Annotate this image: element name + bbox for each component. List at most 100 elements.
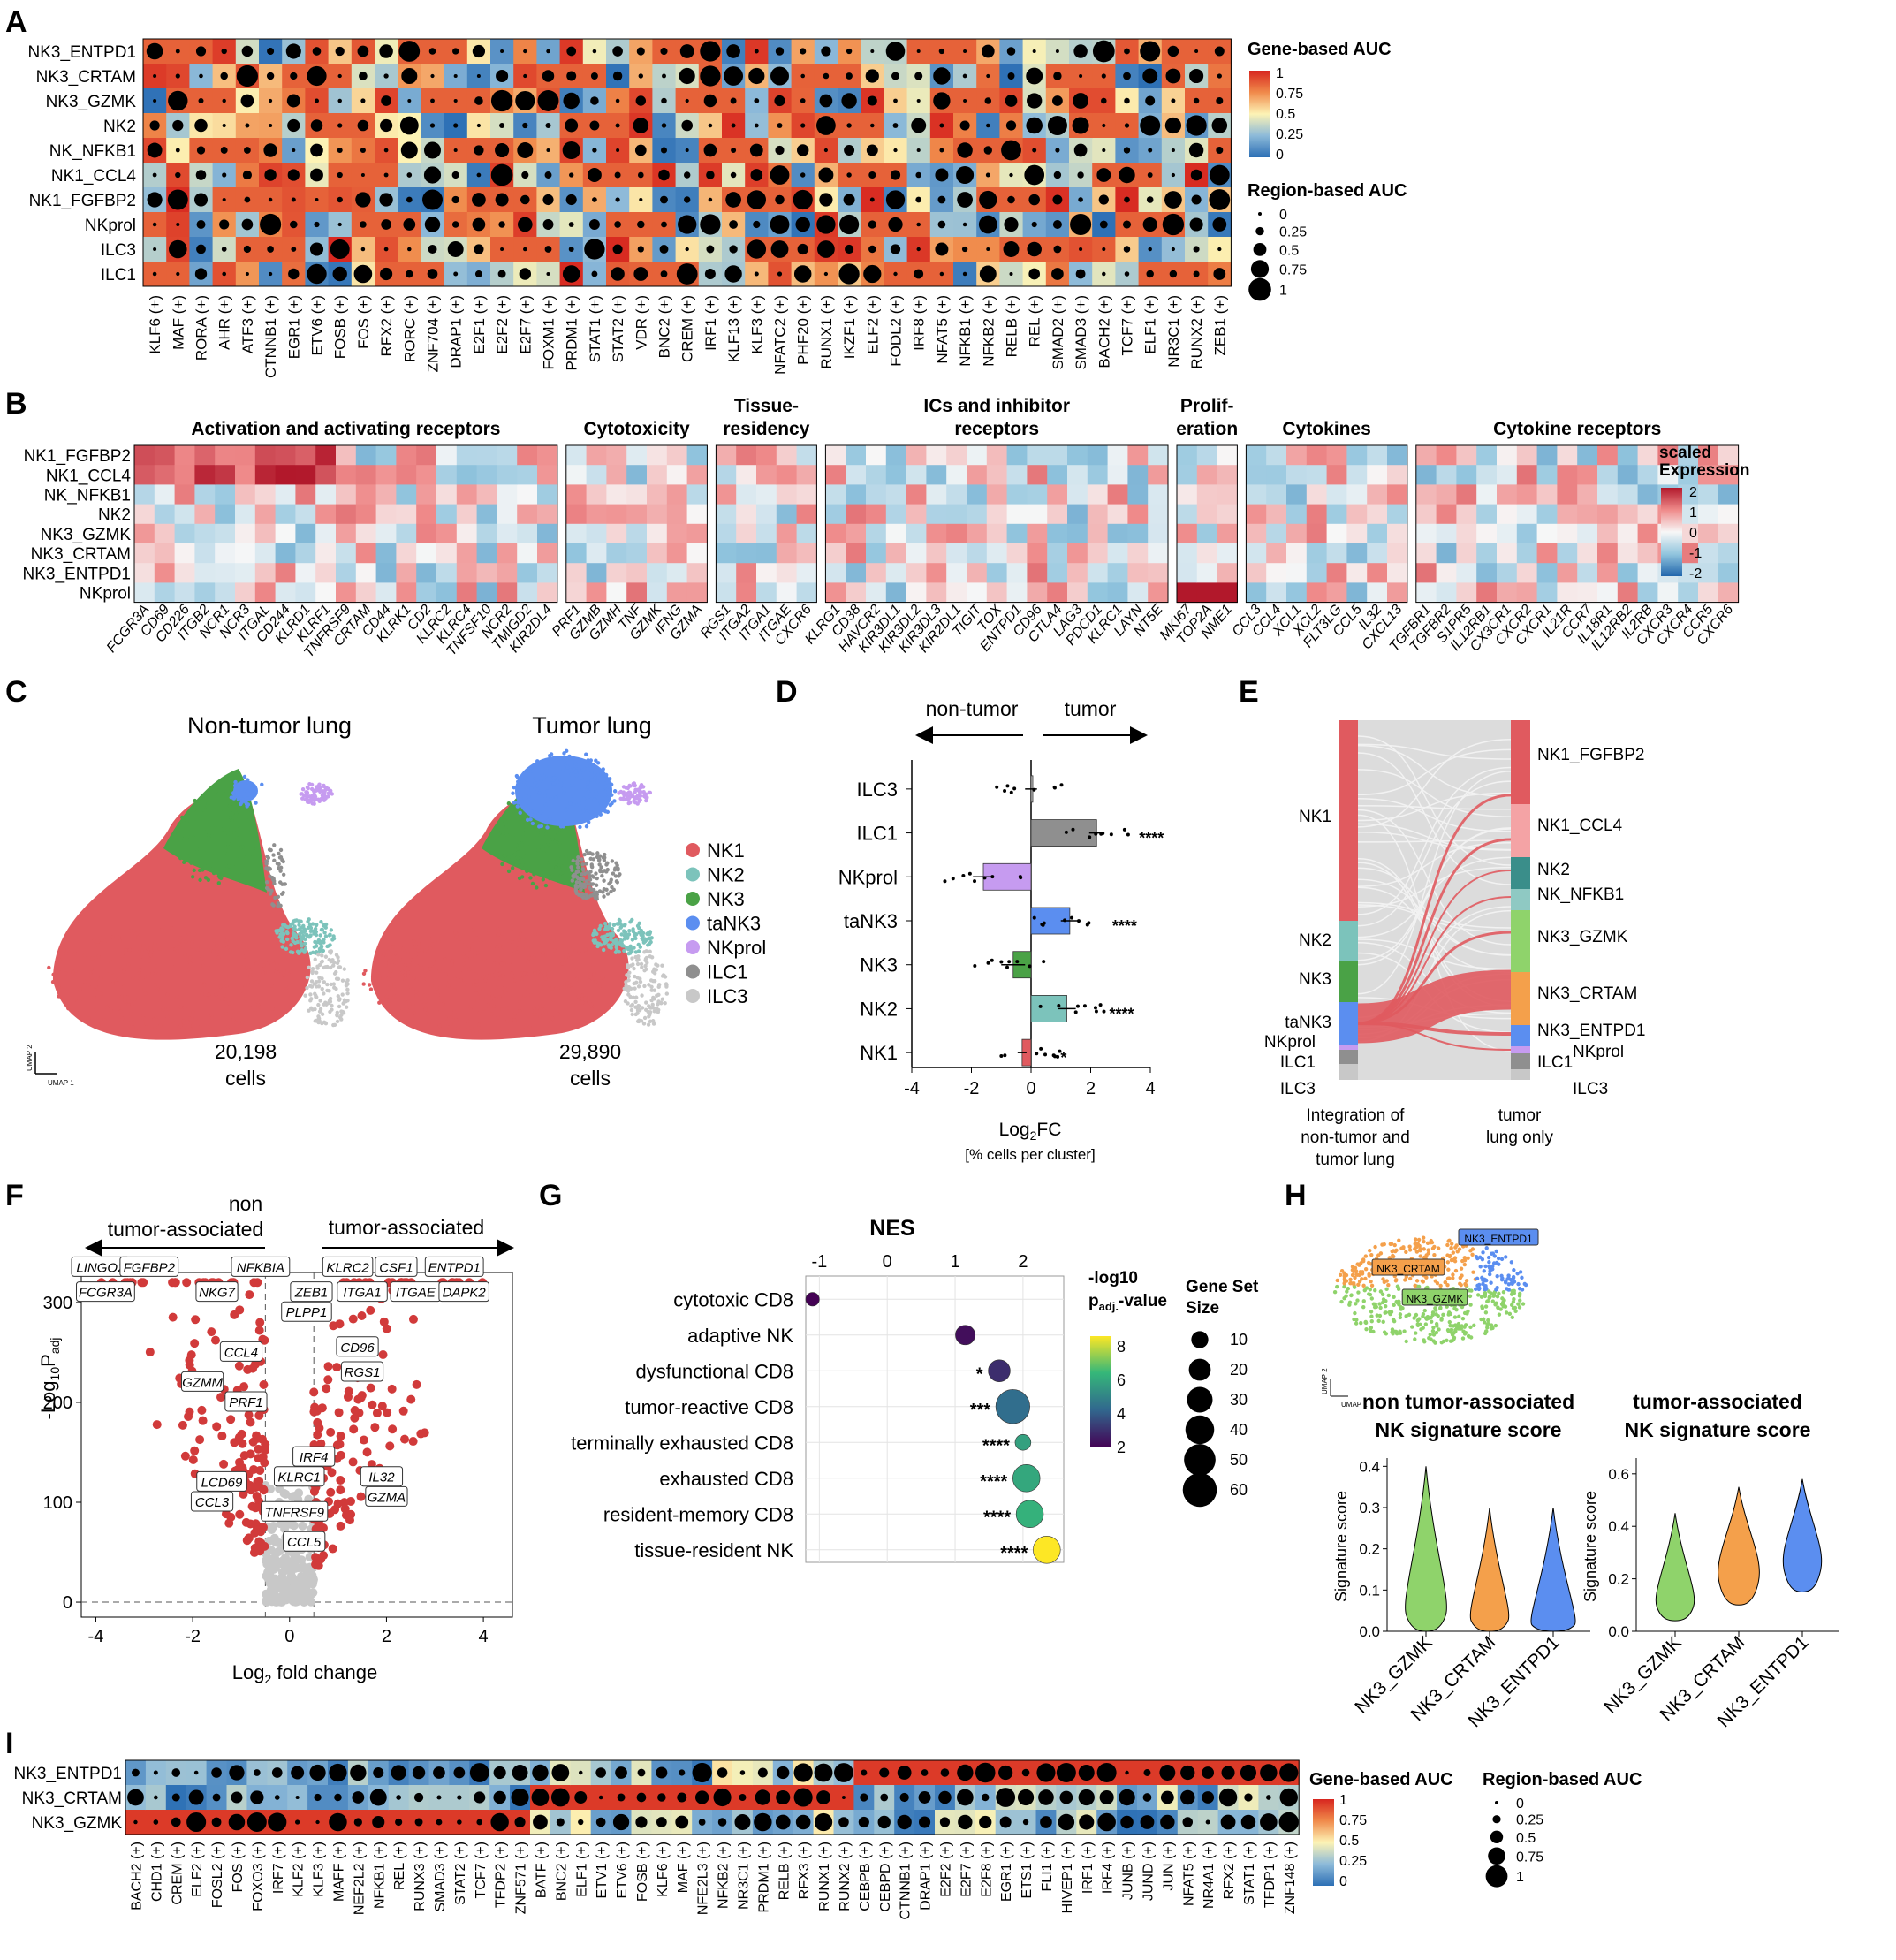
umap-cell (214, 944, 219, 948)
legend-size-dot (1191, 1331, 1209, 1348)
umap-cell (1437, 1327, 1441, 1332)
umap-cell (633, 986, 637, 991)
heatmap-cell (1286, 543, 1308, 564)
auc-dot (890, 244, 901, 254)
umap-cell (630, 938, 635, 942)
umap-cell (525, 851, 529, 856)
gene-point-sig (368, 1400, 377, 1409)
auc-dot (497, 270, 506, 278)
heatmap-cell (174, 582, 195, 604)
umap-cell (234, 827, 239, 832)
heatmap-cell (134, 563, 155, 583)
heatmap-cell (986, 582, 1008, 604)
umap-cell (597, 984, 603, 989)
category-label: cytotoxic CD8 (673, 1288, 793, 1310)
panel-b-color-bar (1661, 488, 1682, 576)
column-label: E2F7 (+) (517, 295, 534, 354)
umap-cell (278, 847, 284, 853)
umap-cell (285, 969, 290, 973)
heatmap-cell (396, 445, 417, 466)
auc-dot (353, 264, 373, 284)
umap-cell (201, 811, 205, 816)
heatmap-cell (626, 504, 648, 525)
umap-cell (247, 782, 253, 786)
auc-dot (816, 215, 836, 234)
umap-cell (488, 943, 493, 947)
umap-cell (539, 931, 543, 937)
umap-cell (249, 980, 254, 984)
umap-cell (122, 969, 126, 974)
replicate-dot (1088, 835, 1092, 839)
heatmap-cell (1346, 543, 1368, 564)
auc-dot (562, 141, 580, 160)
heatmap-cell (396, 484, 417, 505)
auc-dot (933, 67, 951, 85)
umap-cell (580, 857, 584, 862)
heatmap-cell (1006, 543, 1028, 564)
auc-dot (310, 143, 323, 157)
auc-dot (451, 221, 459, 228)
nes-dot (955, 1325, 976, 1346)
umap-cell (414, 952, 419, 957)
umap-cell (1457, 1314, 1461, 1319)
heatmap-cell (1127, 563, 1149, 583)
umap-cell (577, 951, 581, 955)
heatmap-cell (866, 543, 887, 564)
heatmap-cell (686, 543, 708, 564)
umap-cell (496, 932, 501, 937)
row-label: NK3_CRTAM (31, 545, 131, 564)
auc-dot (869, 197, 875, 202)
heatmap-cell (1456, 582, 1477, 604)
umap-cell (501, 945, 505, 950)
umap-cell (305, 790, 310, 795)
auc-dot (935, 242, 949, 256)
heatmap-cell (926, 563, 947, 583)
gene-point-sig (180, 1451, 190, 1461)
auc-dot (1164, 117, 1182, 134)
umap-cell (557, 831, 562, 835)
umap-cell (322, 1020, 327, 1024)
auc-dot (800, 123, 806, 128)
umap-cell (543, 883, 549, 888)
gene-point-ns (274, 1538, 284, 1547)
heatmap-cell (1326, 484, 1347, 505)
umap-cell (93, 988, 97, 992)
umap-cell (664, 984, 669, 989)
auc-dot (196, 244, 206, 254)
heatmap-cell (846, 543, 867, 564)
umap-cell (232, 783, 238, 788)
heatmap-cell (1006, 445, 1028, 466)
umap-cell (253, 992, 257, 997)
umap-cell (520, 1006, 525, 1010)
auc-dot (1169, 270, 1178, 278)
umap-cell (292, 924, 297, 929)
umap-cell (188, 1027, 193, 1031)
umap-cell (272, 858, 277, 863)
auc-dot (846, 172, 852, 178)
heatmap-cell (1536, 523, 1558, 544)
umap-cell (507, 961, 512, 965)
umap-cell (425, 993, 429, 998)
umap-cell (644, 949, 648, 953)
heatmap-cell (686, 582, 708, 604)
auc-dot (774, 95, 785, 107)
umap-cell (509, 1018, 513, 1022)
auc-dot (978, 215, 997, 234)
heatmap-cell (497, 523, 518, 544)
auc-dot (1122, 220, 1132, 229)
umap-cell (292, 931, 297, 937)
heatmap-cell (1346, 523, 1368, 544)
heatmap-cell (537, 465, 558, 485)
umap-cell (219, 827, 224, 832)
heatmap-cell (1387, 484, 1408, 505)
gene-point-sig (243, 1364, 253, 1374)
replicate-dot (1109, 832, 1113, 837)
umap-cell (637, 921, 641, 925)
row-label: ILC3 (101, 241, 136, 260)
umap-cell (413, 945, 417, 949)
umap-cell (595, 876, 599, 881)
heatmap-cell (776, 465, 798, 485)
gene-point-sig (314, 1561, 323, 1570)
